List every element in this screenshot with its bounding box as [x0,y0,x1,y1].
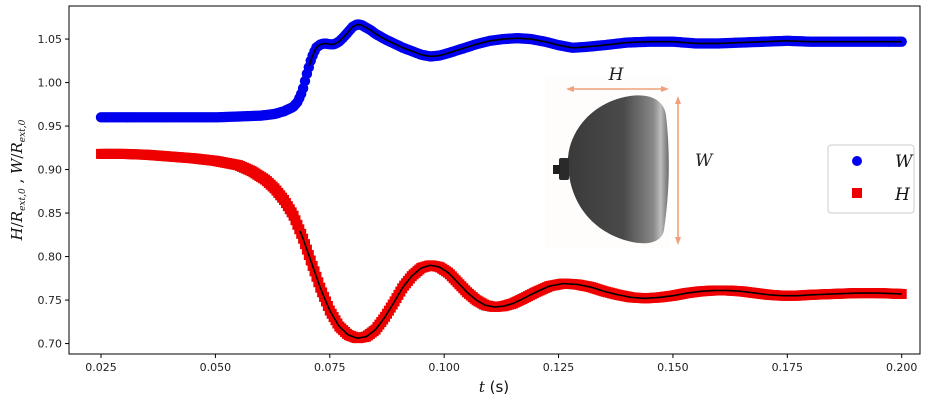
x-tick-label: 0.075 [314,361,346,374]
inset-label-w: W [695,151,714,171]
fit-line-H [299,230,902,339]
legend: W H [827,144,915,214]
legend-marker-h [852,188,862,198]
y-tick-label: 0.80 [38,251,63,264]
droplet-shape [567,95,669,244]
x-tick-label: 0.175 [772,361,804,374]
inset-label-h: H [608,65,625,85]
legend-label-w: W [895,152,914,172]
x-tick-label: 0.100 [428,361,460,374]
x-tick-label: 0.125 [543,361,575,374]
legend-box [827,144,915,214]
plot-frame [68,5,921,355]
h-arrowhead-right [661,86,669,92]
droplet-inset: H W [545,65,714,248]
x-tick-label: 0.050 [200,361,232,374]
y-axis-label: H/Rext,0 , W/Rext,0 [8,119,28,241]
y-tick-label: 0.95 [38,120,63,133]
x-tick-label: 0.200 [886,361,918,374]
legend-label-h: H [894,185,911,205]
legend-marker-w [852,156,862,166]
x-tick-label: 0.025 [85,361,117,374]
marks-layer [95,19,907,344]
y-tick-label: 0.85 [38,207,63,220]
fit-lines-layer [299,23,902,339]
y-tick-label: 0.90 [38,164,63,177]
w-arrowhead-bottom [675,237,681,245]
y-tick-label: 1.05 [38,33,63,46]
y-tick-label: 0.70 [38,338,63,351]
y-tick-label: 1.00 [38,77,63,90]
x-axis-label: t (s) [479,378,509,396]
h-arrowhead-left [566,86,574,92]
w-arrowhead-top [675,96,681,104]
y-tick-label: 0.75 [38,294,63,307]
fit-line-W [308,23,902,67]
droplet-needle-base [559,158,569,180]
x-tick-label: 0.150 [657,361,689,374]
y-axis: 0.70 0.75 0.80 0.85 0.90 0.95 1.00 1.05 [38,33,69,351]
droplet-needle-tip [553,165,560,174]
x-axis: 0.025 0.050 0.075 0.100 0.125 0.150 0.175 0.200 [85,354,917,374]
